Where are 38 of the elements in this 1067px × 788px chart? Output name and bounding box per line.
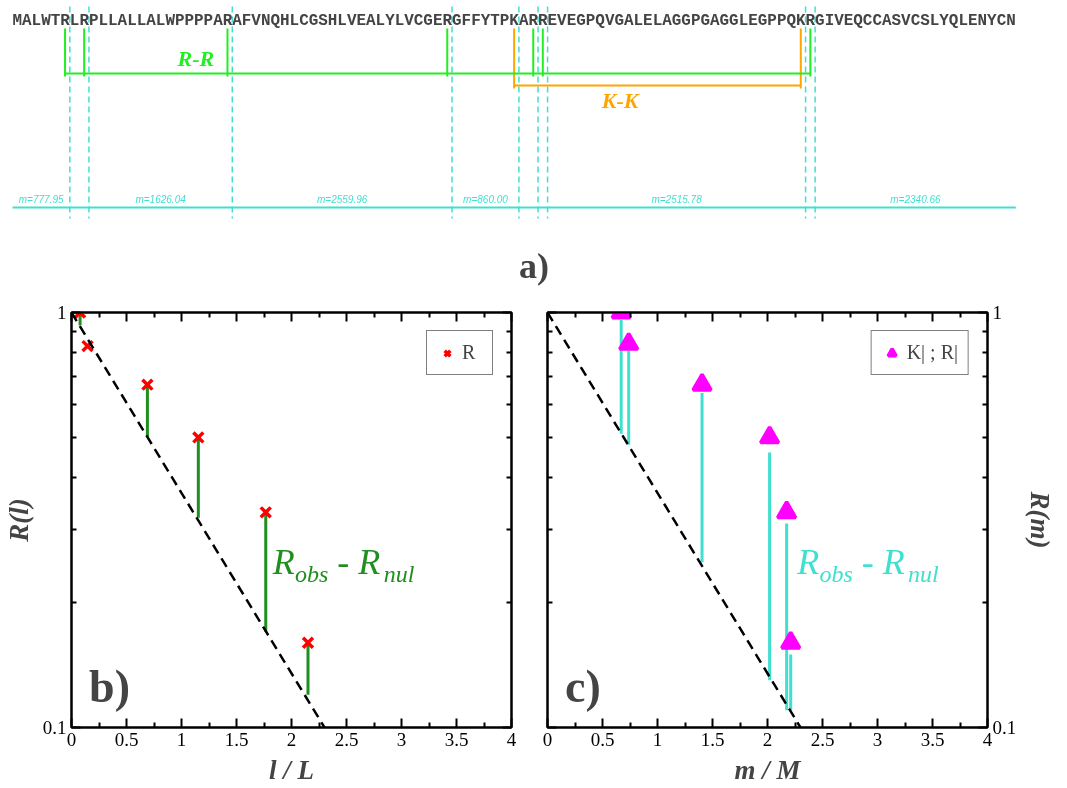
x-tick-label: 1.5 — [700, 728, 725, 750]
legend-label: R — [462, 341, 477, 364]
x-tick-label: 1 — [176, 728, 187, 750]
text: m=2515.78 — [651, 194, 703, 205]
text: m=860.00 — [463, 194, 509, 205]
x-tick-label: 2.5 — [810, 728, 835, 750]
x-tick-label: 4 — [982, 728, 993, 750]
x-tick-label: 0 — [542, 728, 553, 750]
x-tick-label: 2.5 — [334, 728, 359, 750]
text: m=777.95 — [18, 194, 64, 205]
text: c) — [565, 660, 601, 712]
x-tick-label: 1 — [652, 728, 663, 750]
x-tick-label: 1.5 — [224, 728, 249, 750]
text: K-K — [600, 88, 640, 113]
text: m=2340.66 — [890, 194, 942, 205]
text: a) — [519, 245, 550, 286]
text: MALWTRLRPLLALLALWPPPPARAFVNQHLCGSHLVEALYLVCGERGFFYTPKARREVEGPQVGALELAGGPGAGGLEGPPQKRGIVEQCCASVCSLYQLENYCN — [12, 11, 1016, 30]
text: m=1626.04 — [135, 194, 187, 205]
y2-axis-title: R(m) — [1025, 490, 1056, 549]
x-tick-label: 3 — [872, 728, 883, 750]
x-tick-label: 3.5 — [444, 728, 469, 750]
x-tick-label: 2 — [762, 728, 773, 750]
x-tick-label: 4 — [506, 728, 517, 750]
y-axis-title: R(l) — [3, 498, 34, 543]
text: b) — [89, 660, 131, 712]
x-tick-label: 2 — [286, 728, 297, 750]
legend-label: K| ; R| — [906, 341, 958, 364]
x-axis-title: m / M — [734, 754, 802, 785]
y2-tick-label: 0.1 — [992, 717, 1017, 738]
y2-tick-label: 1 — [992, 302, 1002, 323]
x-axis-title: l / L — [269, 754, 314, 785]
text: m=2559.96 — [316, 194, 368, 205]
x-tick-label: 3 — [396, 728, 407, 750]
x-tick-label: 0.5 — [114, 728, 139, 750]
x-tick-label: 0.5 — [590, 728, 615, 750]
x-tick-label: 3.5 — [920, 728, 945, 750]
x-tick-label: 0 — [66, 728, 77, 750]
text: R-R — [176, 46, 215, 71]
